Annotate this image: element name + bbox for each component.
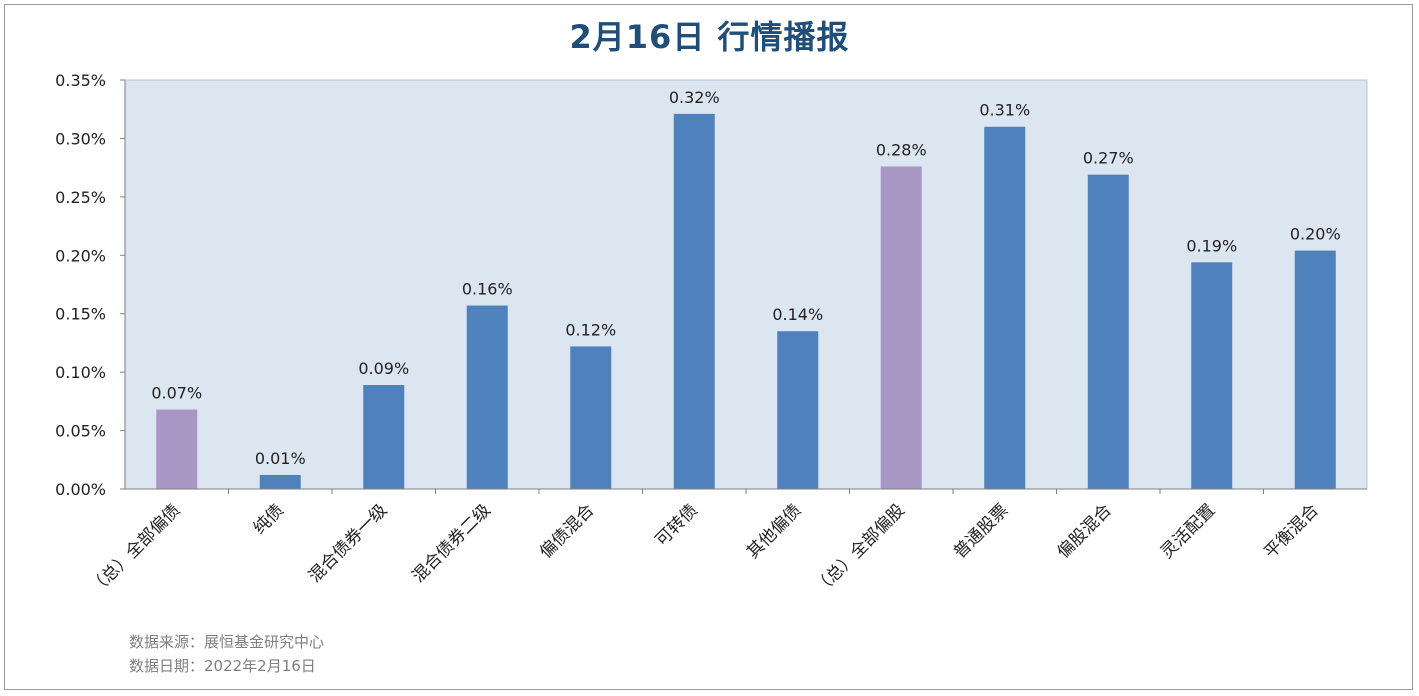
bar (156, 409, 198, 489)
data-label: 0.32% (669, 88, 720, 107)
x-tick-label: 混合债券一级 (305, 500, 391, 586)
bar (984, 126, 1026, 489)
y-tick-label: 0.25% (55, 188, 106, 207)
bar (1294, 250, 1336, 489)
y-tick-label: 0.00% (55, 480, 106, 499)
data-label: 0.19% (1186, 236, 1237, 255)
x-tick-label: （总）全部偏债 (86, 500, 184, 598)
y-tick-label: 0.30% (55, 129, 106, 148)
x-tick-label: 平衡混合 (1261, 500, 1323, 562)
bar (777, 331, 819, 489)
y-axis: 0.00% 0.05% 0.10% 0.15% 0.20% 0.25% 0.30% 0.35% (55, 71, 126, 499)
x-tick-label: 混合债券二级 (409, 500, 495, 586)
y-tick-label: 0.05% (55, 422, 106, 441)
data-label: 0.31% (979, 101, 1030, 120)
data-label: 0.27% (1083, 149, 1134, 168)
x-tick-label: 灵活配置 (1157, 500, 1219, 562)
data-label: 0.14% (772, 305, 823, 324)
data-label: 0.01% (255, 449, 306, 468)
bar (1191, 262, 1233, 489)
x-tick-label: 普通股票 (950, 500, 1012, 562)
x-tick-label: 偏债混合 (536, 500, 598, 562)
x-tick-label: 其他偏债 (743, 500, 805, 562)
data-label: 0.07% (151, 384, 202, 403)
y-tick-label: 0.15% (55, 305, 106, 324)
source-note: 数据来源：展恒基金研究中心 (129, 633, 325, 651)
data-label: 0.12% (565, 320, 616, 339)
y-tick-label: 0.10% (55, 363, 106, 382)
chart-title: 2月16日 行情播报 (569, 18, 850, 56)
x-tick-label: 纯债 (250, 500, 288, 538)
bar (1087, 174, 1129, 489)
y-tick-label: 0.35% (55, 71, 106, 90)
x-tick-label: （总）全部偏股 (810, 500, 908, 598)
bar (880, 166, 922, 489)
y-tick-label: 0.20% (55, 246, 106, 265)
data-label: 0.09% (358, 359, 409, 378)
bar (570, 346, 612, 489)
bar (363, 384, 405, 489)
bar (466, 305, 508, 489)
date-note: 数据日期：2022年2月16日 (129, 657, 316, 675)
data-label: 0.28% (876, 140, 927, 159)
x-tick-label: 偏股混合 (1054, 500, 1116, 562)
plot-area (124, 79, 1368, 490)
bar (259, 474, 301, 489)
x-axis: （总）全部偏债 纯债 混合债券一级 混合债券二级 偏债混合 可转债 其他偏债 （总）全部偏股普… (86, 488, 1367, 599)
bar (673, 113, 715, 489)
bars: 0.07% 0.01% 0.09% 0.16% 0.12% 0.32% 0.14% 0.28%… (151, 88, 1341, 489)
data-label: 0.20% (1290, 225, 1341, 244)
data-label: 0.16% (462, 280, 513, 299)
x-tick-label: 可转债 (652, 500, 702, 550)
